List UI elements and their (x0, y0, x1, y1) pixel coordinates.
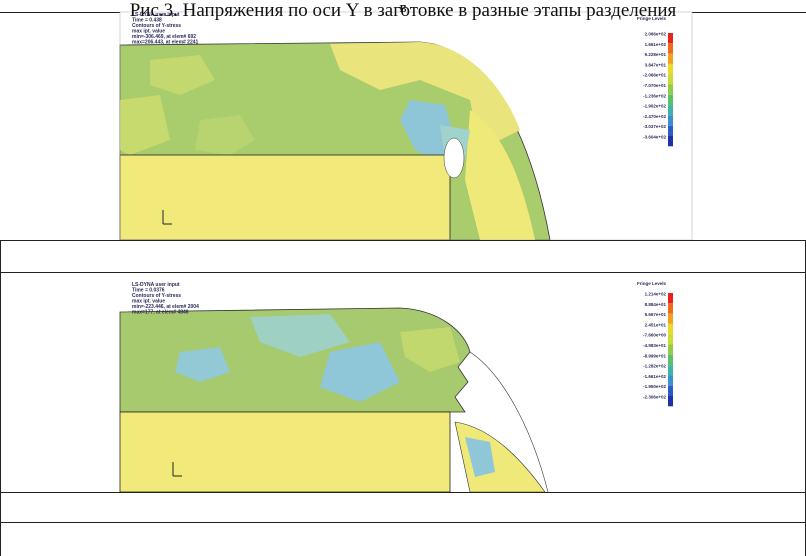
fringe-level: -4.983e+01 (643, 343, 666, 348)
fringe-color (668, 303, 673, 313)
fringe-level: -8.999e+01 (643, 353, 666, 358)
fringe-color (668, 74, 673, 84)
fringe-level: -3.037e+02 (643, 124, 666, 129)
fringe-level: -2.306e+02 (643, 395, 666, 400)
fringe-level: -2.470e+02 (643, 114, 666, 119)
fringe-color (668, 355, 673, 365)
fringe-color (668, 64, 673, 74)
fringe-color (668, 33, 673, 43)
fringe-color (668, 54, 673, 64)
fringe-color (668, 314, 673, 324)
fringe-color (668, 105, 673, 115)
fringe-color (668, 136, 673, 146)
fringe-color (668, 345, 673, 355)
fringe-color (668, 126, 673, 136)
fringe-level: 2.066e+02 (645, 32, 667, 37)
fringe-color (668, 95, 673, 105)
fringe-color (668, 375, 673, 385)
fringe-level: 2.451e+01 (645, 322, 667, 327)
fringe-level: -1.282e+02 (643, 364, 666, 369)
fringe-color (668, 324, 673, 334)
fringe-level: 3.847e+01 (645, 62, 667, 67)
fringe-level: -1.661e+02 (643, 374, 666, 379)
plot-header-line: max=177, at elem# 4846 (132, 310, 189, 316)
fringe-level: 8.884e+01 (645, 302, 667, 307)
fringe-color (668, 365, 673, 375)
fringe-level: 9.228e+01 (645, 52, 667, 57)
fringe-level: -1.236e+02 (643, 93, 666, 98)
fringe-color (668, 386, 673, 396)
fringe-level: 1.214e+02 (645, 292, 667, 297)
plot-header-line: max=206.443, at elem# 2241 (132, 40, 199, 46)
fringe-level: -1.950e+02 (643, 384, 666, 389)
fringe-level: -7.660e+00 (643, 333, 666, 338)
fringe-color (668, 43, 673, 53)
fringe-level: -3.604e+02 (643, 135, 666, 140)
fringe-color (668, 396, 673, 406)
fringe-level: -7.070e+01 (643, 83, 666, 88)
fringe-color (668, 334, 673, 344)
fringe-title: Fringe Levels (637, 281, 667, 286)
page: {"panels": [ {"label": "в", "header": ["… (0, 0, 806, 556)
fringe-level: -2.066e+01 (643, 73, 666, 78)
fringe-color (668, 85, 673, 95)
figure-caption: Рис.3. Напряжения по оси Y в заготовке в… (0, 0, 806, 28)
fringe-color (668, 293, 673, 303)
fringe-level: -1.902e+02 (643, 104, 666, 109)
fringe-level: 1.661e+02 (645, 42, 667, 47)
fringe-level: 5.667e+01 (645, 312, 667, 317)
fringe-color (668, 115, 673, 125)
